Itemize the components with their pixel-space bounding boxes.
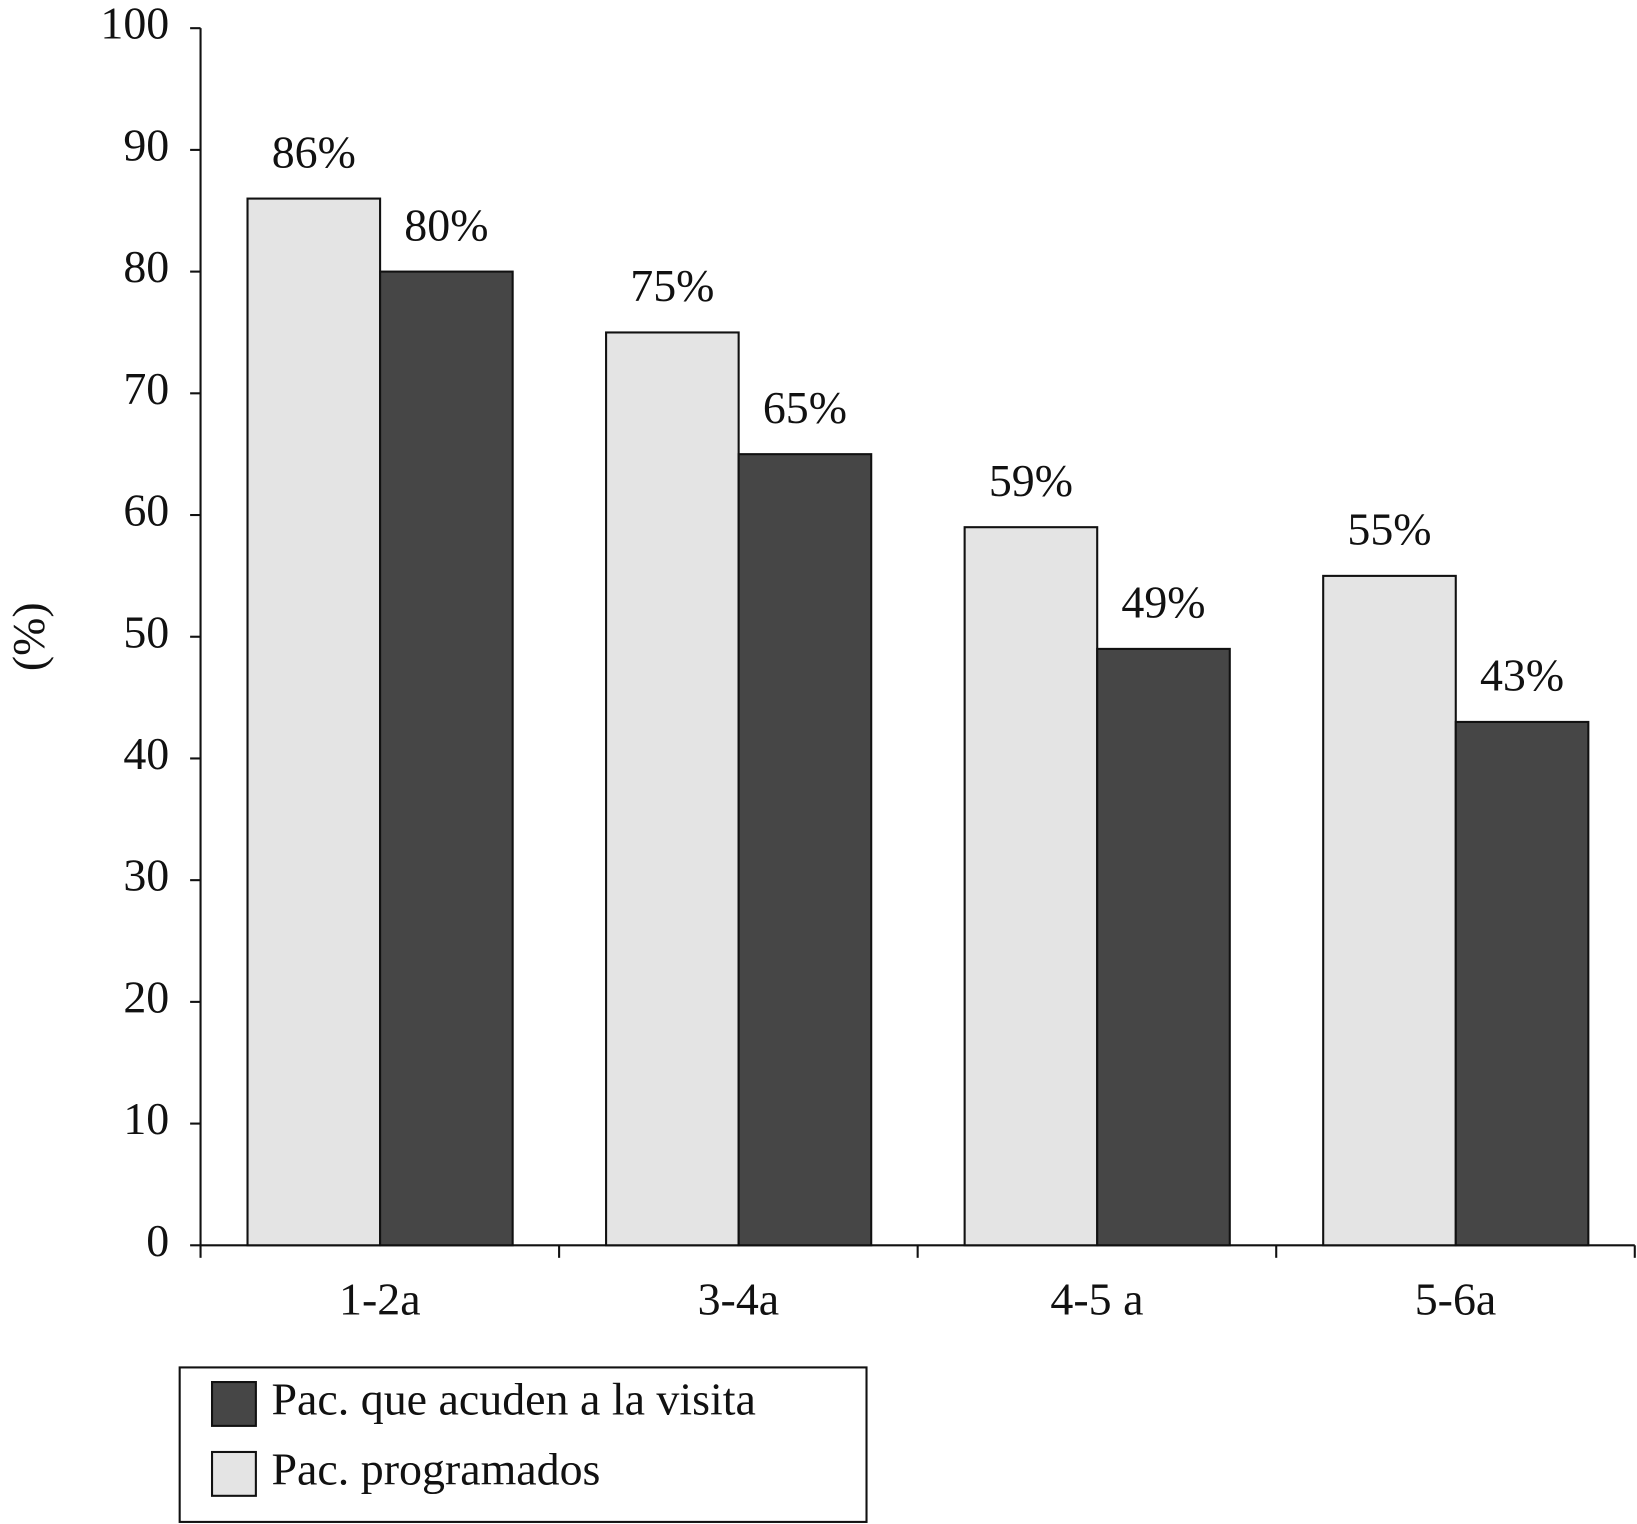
bar [1322, 574, 1457, 1247]
data-label: 80% [404, 199, 488, 250]
y-tick-label: 80 [123, 241, 169, 292]
data-label: 55% [1347, 504, 1431, 555]
legend-box [178, 1366, 868, 1523]
bar [605, 331, 740, 1247]
x-tick-label: 3-4a [698, 1273, 780, 1324]
y-tick-label: 60 [123, 485, 169, 536]
data-label: 75% [630, 260, 714, 311]
bar [737, 453, 873, 1247]
y-tick-label: 50 [123, 606, 169, 657]
bar [1454, 720, 1590, 1247]
bar [963, 526, 1099, 1247]
y-tick-label: 30 [123, 850, 169, 901]
data-label: 59% [989, 455, 1073, 506]
y-tick-label: 100 [100, 0, 169, 49]
data-label: 43% [1480, 650, 1564, 701]
x-tick-label: 1-2a [339, 1273, 421, 1324]
data-label: 86% [272, 126, 356, 177]
data-label: 49% [1121, 577, 1205, 628]
legend-label: Pac. que acuden a la visita [272, 1373, 756, 1424]
y-axis-label: (%) [3, 602, 54, 671]
bar [246, 197, 382, 1247]
y-tick-label: 20 [123, 971, 169, 1022]
y-tick-label: 0 [146, 1215, 169, 1266]
y-tick-label: 10 [123, 1093, 169, 1144]
bar [1096, 647, 1231, 1247]
y-tick-label: 40 [123, 728, 169, 779]
y-tick-label: 70 [123, 363, 169, 414]
legend-swatch [210, 1450, 257, 1497]
data-label: 65% [763, 382, 847, 433]
legend-swatch [210, 1380, 257, 1427]
x-tick-label: 5-6a [1415, 1273, 1497, 1324]
x-tick-label: 4-5 a [1050, 1273, 1143, 1324]
y-tick-label: 90 [123, 119, 169, 170]
legend-label: Pac. programados [272, 1443, 601, 1494]
bar [379, 270, 514, 1247]
